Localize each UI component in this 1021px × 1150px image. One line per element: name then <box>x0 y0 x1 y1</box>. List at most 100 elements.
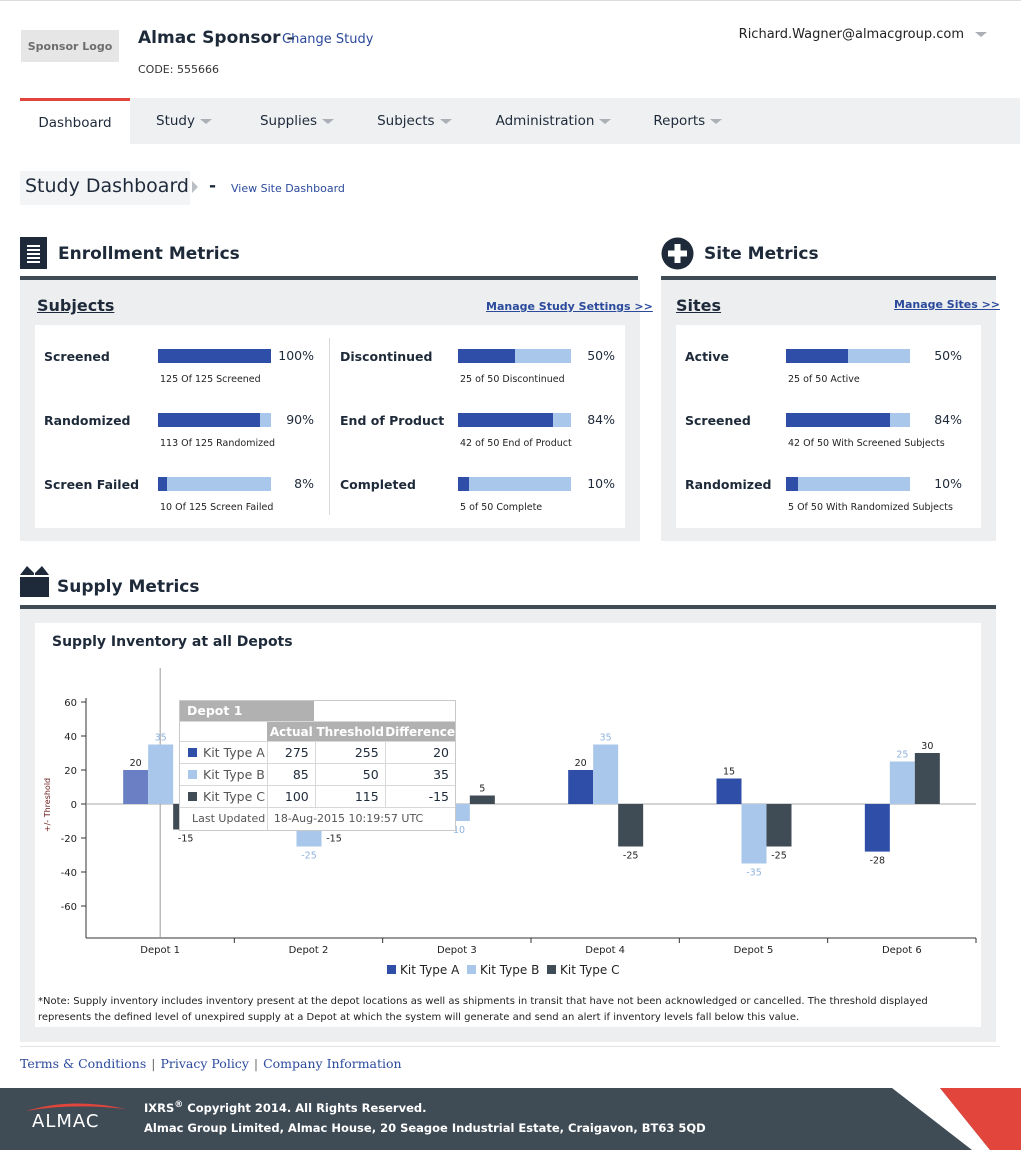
metric-label: Randomized <box>685 477 772 492</box>
y-axis-label: +/- Threshold <box>43 778 52 832</box>
x-tick-label: Depot 1 <box>140 945 180 956</box>
metric-label: End of Product <box>340 413 445 428</box>
metric-detail: 5 Of 50 With Randomized Subjects <box>788 502 953 513</box>
almac-logo-text: ALMAC <box>32 1111 100 1132</box>
metric-percent: 50% <box>934 348 962 363</box>
view-site-dashboard-link[interactable]: View Site Dashboard <box>231 182 345 195</box>
tab-label: Supplies <box>259 113 318 129</box>
data-label: -25 <box>623 851 639 862</box>
legend-label: Kit Type A <box>400 963 460 977</box>
metric-detail: 10 Of 125 Screen Failed <box>160 502 274 513</box>
data-label: 20 <box>575 758 587 769</box>
chart-title: Supply Inventory at all Depots <box>52 634 293 650</box>
manage-sites-link[interactable]: Manage Sites >> <box>894 298 1001 311</box>
y-tick-label: 20 <box>64 766 77 777</box>
tab-study[interactable]: Study <box>156 98 212 144</box>
study-code: CODE: 555666 <box>138 63 219 76</box>
chevron-down-icon <box>199 118 212 124</box>
metric-percent: 10% <box>934 476 962 491</box>
metric-label: Randomized <box>44 413 131 428</box>
sites-title: Sites <box>676 296 722 315</box>
almac-logo <box>22 1101 132 1134</box>
data-label: 15 <box>723 767 735 778</box>
terms-link[interactable]: Terms & Conditions <box>20 1056 147 1071</box>
metric-label: Active <box>685 349 729 364</box>
list-icon <box>20 237 47 269</box>
tooltip-row: Kit Type C 100 115 -15 <box>180 785 455 808</box>
title-separator: - <box>209 176 217 196</box>
metric-label: Screened <box>44 349 110 364</box>
tab-reports[interactable]: Reports <box>653 98 723 144</box>
tab-subjects[interactable]: Subjects <box>377 98 452 144</box>
metric-bar <box>158 413 271 427</box>
metric-bar-fill <box>158 349 271 363</box>
x-tick-label: Depot 6 <box>882 945 922 956</box>
legend-label: Kit Type C <box>560 963 619 977</box>
site-title: Site Metrics <box>704 244 819 264</box>
metric-percent: 50% <box>587 348 615 363</box>
tooltip-header: Difference <box>385 721 455 742</box>
tooltip-updated-row: Last Updated 18-Aug-2015 10:19:57 UTC <box>180 807 455 830</box>
chevron-down-icon <box>439 118 452 124</box>
metric-percent: 100% <box>278 348 314 363</box>
data-label: -10 <box>450 825 466 836</box>
tab-supplies[interactable]: Supplies <box>259 98 335 144</box>
main-nav: Dashboard Study Supplies Subjects Admini… <box>20 98 1020 144</box>
metric-detail: 25 of 50 Discontinued <box>460 374 565 385</box>
supply-note: *Note: Supply inventory includes invento… <box>38 996 928 1023</box>
kit-b-swatch <box>188 770 197 779</box>
tooltip-header: Actual <box>267 721 316 742</box>
data-label: -15 <box>326 834 342 845</box>
page-title-bg <box>20 171 190 205</box>
metric-label: Completed <box>340 477 416 492</box>
tab-label: Subjects <box>377 113 435 129</box>
subjects-title: Subjects <box>37 296 115 315</box>
y-tick-label: 0 <box>71 800 77 811</box>
metric-detail: 25 of 50 Active <box>788 374 860 385</box>
manage-study-settings-link[interactable]: Manage Study Settings >> <box>486 300 653 313</box>
metric-percent: 84% <box>587 412 615 427</box>
bar-kit-type-a <box>123 770 149 804</box>
x-tick-label: Depot 5 <box>734 945 774 956</box>
chevron-down-icon[interactable] <box>975 32 987 37</box>
data-label: 5 <box>479 784 485 795</box>
data-label: 35 <box>155 733 167 744</box>
y-tick-label: -60 <box>61 902 77 913</box>
metric-detail: 42 of 50 End of Product <box>460 438 572 449</box>
tab-dashboard[interactable]: Dashboard <box>20 98 130 144</box>
metric-label: Discontinued <box>340 349 433 364</box>
bar-kit-type-a <box>568 770 594 804</box>
y-tick-label: 40 <box>64 732 77 743</box>
bar-kit-type-b <box>889 761 915 804</box>
tooltip-row: Kit Type B 85 50 35 <box>180 763 455 786</box>
kit-a-swatch <box>188 748 197 757</box>
user-menu[interactable]: Richard.Wagner@almacgroup.com <box>738 27 964 42</box>
footer-links: Terms & Conditions | Privacy Policy | Compan… <box>20 1056 402 1071</box>
x-tick-label: Depot 2 <box>289 945 329 956</box>
copyright-text: IXRS® Copyright 2014. All Rights Reserve… <box>144 1100 427 1115</box>
company-info-link[interactable]: Company Information <box>263 1056 402 1071</box>
legend-swatch <box>467 965 476 974</box>
metric-bar <box>158 477 271 491</box>
bar-kit-type-c <box>618 804 644 847</box>
y-tick-label: -20 <box>61 834 77 845</box>
legend-swatch <box>547 965 556 974</box>
tooltip-header: Threshold <box>315 721 386 742</box>
plus-circle-icon <box>661 237 694 273</box>
y-tick-label: 60 <box>64 698 77 709</box>
tooltip-title: Depot 1 <box>180 701 314 721</box>
data-label: -28 <box>870 856 886 867</box>
x-tick-label: Depot 4 <box>585 945 625 956</box>
tab-administration[interactable]: Administration <box>496 98 612 144</box>
metric-detail: 42 Of 50 With Screened Subjects <box>788 438 945 449</box>
chevron-down-icon <box>599 118 612 124</box>
bar-kit-type-a <box>716 778 742 804</box>
privacy-link[interactable]: Privacy Policy <box>160 1056 249 1071</box>
data-label: 25 <box>896 750 908 761</box>
legend-swatch <box>387 965 396 974</box>
chart-tooltip: Depot 1 Actual Threshold Difference Kit … <box>179 700 456 831</box>
metric-detail: 113 Of 125 Randomized <box>160 438 275 449</box>
change-study-link[interactable]: Change Study <box>282 32 374 47</box>
footer-bar <box>0 1088 1021 1150</box>
metric-detail: 5 of 50 Complete <box>460 502 543 513</box>
